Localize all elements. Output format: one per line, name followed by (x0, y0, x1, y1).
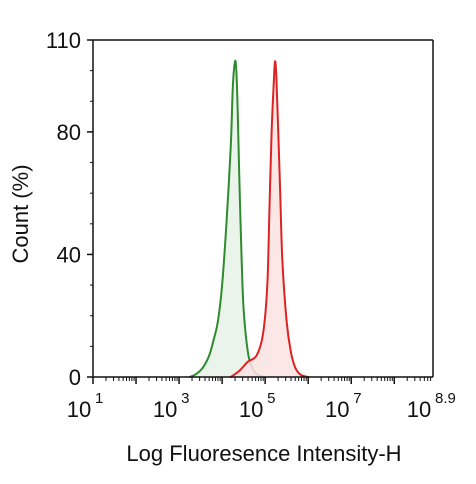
series-layer (188, 59, 310, 378)
x-tick-exponent: 8.9 (435, 390, 456, 407)
x-tick-label: 10 1 (67, 390, 104, 422)
x-tick-label: 10 7 (325, 390, 362, 422)
axes-layer (92, 39, 434, 378)
x-tick-exponent: 5 (267, 390, 275, 407)
x-tick-exponent: 3 (181, 390, 189, 407)
x-tick-base: 10 (239, 397, 263, 422)
x-tick-base: 10 (153, 397, 177, 422)
x-tick-label: 10 5 (239, 390, 276, 422)
x-tick-label: 10 8.9 (407, 390, 456, 422)
x-tick-base: 10 (67, 397, 91, 422)
x-tick-exponent: 7 (353, 390, 361, 407)
x-tick-exponent: 1 (95, 390, 103, 407)
x-tick-base: 10 (407, 397, 431, 422)
y-tick-label: 80 (57, 120, 81, 145)
ticks-layer (87, 39, 432, 384)
series-1-line (229, 60, 310, 378)
x-tick-label: 10 3 (153, 390, 190, 422)
y-axis-title: Count (%) (8, 164, 33, 263)
x-axis-title: Log Fluoresence Intensity-H (126, 441, 401, 466)
y-tick-label: 0 (69, 365, 81, 390)
x-tick-base: 10 (325, 397, 349, 422)
y-tick-label: 40 (57, 242, 81, 267)
y-tick-label: 110 (46, 28, 81, 53)
